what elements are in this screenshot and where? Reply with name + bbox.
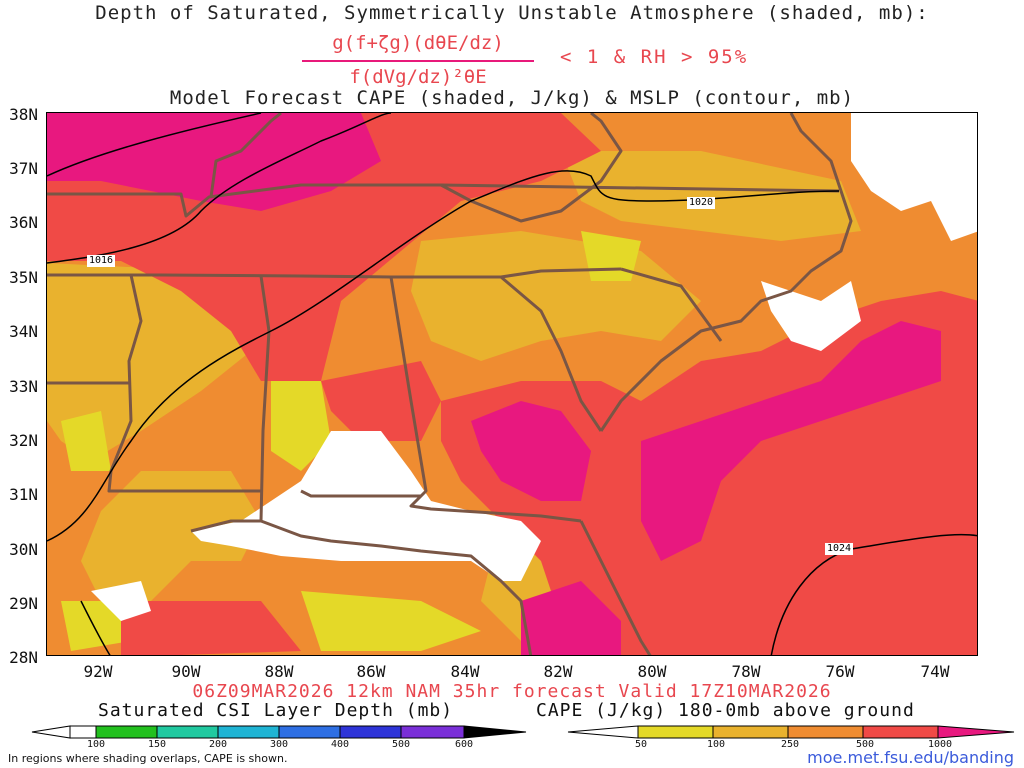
csi-color-0b (69, 725, 97, 739)
cape-color-3 (787, 725, 864, 739)
csi-tick-300: 300 (269, 739, 289, 750)
lat-label-38n: 38N (9, 105, 38, 124)
lat-label-33n: 33N (9, 377, 38, 396)
cape-color-2 (712, 725, 789, 739)
cape-color-5 (937, 725, 1015, 739)
criterion-condition: < 1 & RH > 95% (560, 46, 749, 68)
csi-tick-500: 500 (391, 739, 411, 750)
lon-label-74w: 74W (920, 662, 950, 681)
lon-label-88w: 88W (264, 662, 294, 681)
csi-tick-600: 600 (454, 739, 474, 750)
csi-color-3 (217, 725, 280, 739)
lon-label-92w: 92W (83, 662, 113, 681)
lat-label-31n: 31N (9, 485, 38, 504)
cape-color-1 (637, 725, 714, 739)
source-site-link[interactable]: moe.met.fsu.edu/banding (807, 748, 1014, 767)
isobar-label-1016: 1016 (87, 255, 116, 267)
lat-label-29n: 29N (9, 594, 38, 613)
csi-colorbar (31, 725, 527, 739)
cape-tick-1000: 1000 (927, 739, 953, 750)
csi-colorbar-label: Saturated CSI Layer Depth (mb) (98, 700, 454, 721)
isobar-label-1024: 1024 (825, 543, 854, 555)
csi-tick-150: 150 (147, 739, 167, 750)
csi-color-2 (156, 725, 219, 739)
csi-color-7 (463, 725, 527, 739)
cape-band-500-alabama (321, 361, 441, 441)
atlantic-northeast-clear (851, 113, 977, 241)
lat-label-37n: 37N (9, 159, 38, 178)
csi-tick-200: 200 (208, 739, 228, 750)
lat-label-30n: 30N (9, 540, 38, 559)
cape-color-4 (862, 725, 939, 739)
cape-band-100-virginia (561, 151, 861, 241)
atlantic-clear-area (761, 281, 861, 351)
title-line-3: Model Forecast CAPE (shaded, J/kg) & MSL… (169, 87, 855, 109)
cape-band-50-c (271, 381, 331, 471)
csi-criterion-fraction: g(f+ζg)(dθE/dz) f(dVg/dz)²θE (300, 30, 536, 88)
cape-tick-250: 250 (780, 739, 800, 750)
cape-tick-500: 500 (855, 739, 875, 750)
lat-label-32n: 32N (9, 431, 38, 450)
fraction-numerator: g(f+ζg)(dθE/dz) (332, 32, 504, 54)
lon-label-86w: 86W (356, 662, 386, 681)
cape-band-1000-florida (521, 581, 621, 655)
csi-color-0 (31, 725, 71, 739)
isobar-north (47, 113, 262, 177)
lon-label-82w: 82W (543, 662, 573, 681)
csi-color-6 (400, 725, 465, 739)
fraction-bar (302, 60, 534, 62)
lon-label-80w: 80W (637, 662, 667, 681)
isobar-1016 (47, 113, 392, 264)
csi-tick-100: 100 (86, 739, 106, 750)
isobars (47, 113, 977, 655)
cape-colorbar-label: CAPE (J/kg) 180-0mb above ground (536, 700, 915, 721)
csi-tick-400: 400 (330, 739, 350, 750)
isobar-1020 (47, 170, 840, 542)
cape-band-100-louisiana (81, 471, 261, 601)
lon-label-84w: 84W (450, 662, 480, 681)
lat-label-35n: 35N (9, 268, 38, 287)
csi-color-4 (278, 725, 341, 739)
water-patch-a (91, 581, 151, 621)
overlap-note: In regions where shading overlaps, CAPE … (8, 752, 288, 765)
cape-band-500-gulf (121, 601, 301, 655)
cape-colorbar (567, 725, 1015, 739)
state-borders (47, 113, 853, 655)
title-line-1: Depth of Saturated, Symmetrically Unstab… (95, 2, 929, 24)
cape-band-50-a (61, 411, 111, 471)
map-canvas (47, 113, 977, 655)
cape-band-1000-atlantic (641, 321, 941, 561)
lat-label-34n: 34N (9, 322, 38, 341)
lon-label-78w: 78W (731, 662, 761, 681)
isobar-label-1020: 1020 (687, 197, 716, 209)
lon-label-90w: 90W (171, 662, 201, 681)
cape-map: 1016 1020 1024 (46, 112, 978, 656)
lon-label-76w: 76W (825, 662, 855, 681)
gulf-of-mexico (191, 431, 541, 581)
cape-color-0 (567, 725, 639, 739)
csi-color-1 (95, 725, 158, 739)
csi-color-5 (339, 725, 402, 739)
fraction-denominator: f(dVg/dz)²θE (349, 66, 487, 88)
cape-tick-100: 100 (706, 739, 726, 750)
forecast-valid-line: 06Z09MAR2026 12km NAM 35hr forecast Vali… (192, 681, 832, 702)
lat-label-28n: 28N (9, 648, 38, 667)
isobar-southwest (80, 600, 111, 655)
lat-label-36n: 36N (9, 213, 38, 232)
cape-tick-50: 50 (634, 739, 648, 750)
cape-band-50-e (301, 591, 481, 651)
cape-band-1000-georgia (471, 401, 591, 501)
